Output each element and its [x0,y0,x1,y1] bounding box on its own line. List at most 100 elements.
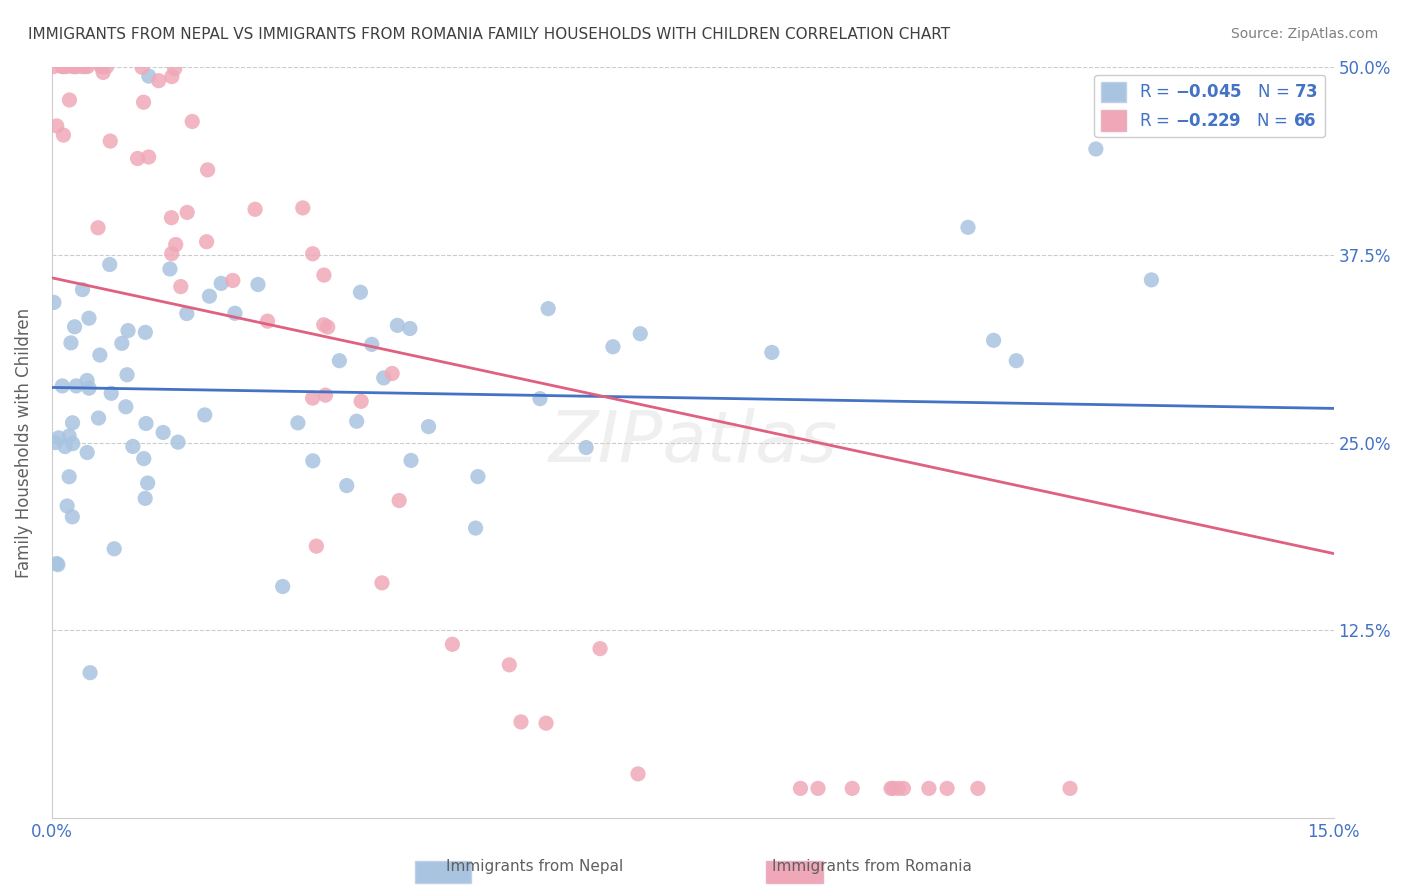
Point [181,114,204,128]
Point [72,60,94,74]
Point [160,70,183,84]
Point [627,767,650,781]
Legend: R = $\bf{-0.045}$   N = $\bf{73}$, R = $\bf{-0.229}$   N = $\bf{66}$: R = $\bf{-0.045}$ N = $\bf{73}$, R = $\b… [1094,75,1326,137]
Point [44,435,66,450]
Point [138,150,160,164]
Point [807,781,830,796]
Point [789,781,811,796]
Point [135,417,157,431]
Point [90,60,112,74]
Point [45,557,67,571]
Point [152,425,174,440]
Point [887,781,910,796]
Point [58,429,80,443]
Point [58,93,80,107]
Point [63,60,86,74]
Point [256,314,278,328]
Point [63,319,86,334]
Point [316,320,339,334]
Point [87,220,110,235]
Y-axis label: Family Households with Children: Family Households with Children [15,308,32,578]
Point [96,60,118,74]
Point [91,65,114,79]
Point [224,306,246,320]
Point [467,469,489,483]
Point [52,128,75,142]
Text: IMMIGRANTS FROM NEPAL VS IMMIGRANTS FROM ROMANIA FAMILY HOUSEHOLDS WITH CHILDREN: IMMIGRANTS FROM NEPAL VS IMMIGRANTS FROM… [28,27,950,42]
Point [510,714,533,729]
Point [163,62,186,76]
Point [77,311,100,326]
Point [42,60,65,74]
Point [176,307,198,321]
Point [575,441,598,455]
Point [114,400,136,414]
Point [246,277,269,292]
Point [46,558,69,572]
Point [761,345,783,359]
Point [160,246,183,260]
Point [209,277,232,291]
Point [53,440,76,454]
Point [72,283,94,297]
Point [498,657,520,672]
Point [841,781,863,796]
Point [1005,353,1028,368]
Point [131,60,153,74]
Point [60,509,83,524]
Point [388,493,411,508]
Point [134,491,156,506]
Point [882,781,904,796]
Point [87,411,110,425]
Point [346,414,368,428]
Text: ZIPatlas: ZIPatlas [548,408,837,477]
Point [312,318,335,332]
Point [115,368,138,382]
Point [122,439,145,453]
Point [287,416,309,430]
Point [100,386,122,401]
Point [65,60,87,74]
Point [918,781,941,796]
Point [194,408,217,422]
Point [58,469,80,483]
Point [79,665,101,680]
Point [983,334,1005,348]
Point [589,641,612,656]
Point [195,235,218,249]
Point [1140,273,1163,287]
Point [132,451,155,466]
Point [198,289,221,303]
Point [138,69,160,83]
Point [315,388,337,402]
Point [967,781,990,796]
Point [89,348,111,362]
Point [62,416,84,430]
Point [165,237,187,252]
Point [148,73,170,87]
Point [349,285,371,300]
Point [243,202,266,217]
Point [117,324,139,338]
Point [936,781,959,796]
Point [399,453,422,467]
Point [197,162,219,177]
Point [42,295,65,310]
Text: Immigrants from Romania: Immigrants from Romania [772,859,972,874]
Point [271,580,294,594]
Point [893,781,915,796]
Point [55,60,77,74]
Point [301,454,323,468]
Point [956,220,979,235]
Point [51,379,73,393]
Point [90,60,112,74]
Point [103,541,125,556]
Point [65,379,87,393]
Text: Immigrants from Nepal: Immigrants from Nepal [446,859,623,874]
Point [51,60,73,74]
Point [62,60,84,74]
Point [73,60,96,74]
Point [176,205,198,219]
Point [56,499,79,513]
Point [76,374,98,388]
